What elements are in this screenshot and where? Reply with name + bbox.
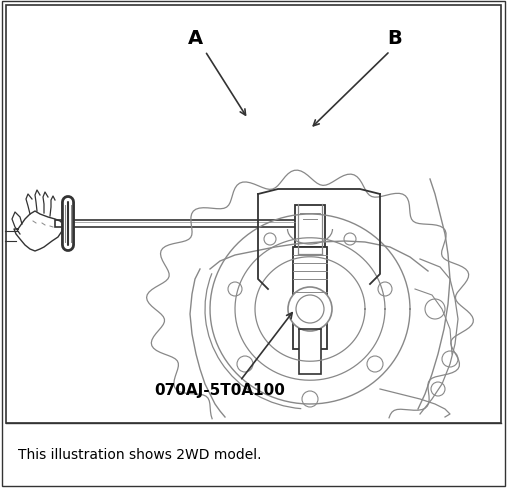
Circle shape bbox=[431, 382, 445, 396]
Text: This illustration shows 2WD model.: This illustration shows 2WD model. bbox=[18, 447, 262, 461]
Text: B: B bbox=[388, 28, 403, 47]
Circle shape bbox=[442, 351, 458, 367]
Circle shape bbox=[378, 283, 392, 296]
Circle shape bbox=[425, 299, 445, 319]
Bar bbox=[293, 247, 327, 349]
Circle shape bbox=[264, 234, 276, 245]
Circle shape bbox=[367, 356, 383, 372]
Circle shape bbox=[228, 283, 242, 296]
Text: 070AJ-5T0A100: 070AJ-5T0A100 bbox=[155, 382, 285, 397]
Bar bbox=[295, 205, 325, 247]
Bar bbox=[55, 221, 300, 227]
Circle shape bbox=[237, 356, 253, 372]
Circle shape bbox=[296, 295, 324, 324]
Circle shape bbox=[288, 287, 332, 331]
Circle shape bbox=[302, 391, 318, 407]
Text: A: A bbox=[188, 28, 203, 47]
Bar bbox=[299, 329, 321, 374]
Circle shape bbox=[344, 234, 356, 245]
Bar bbox=[6, 6, 501, 423]
